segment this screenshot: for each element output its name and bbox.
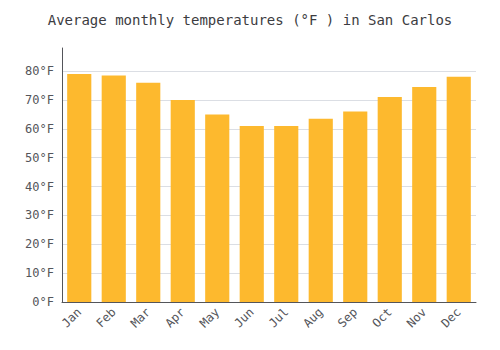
svg-text:70°F: 70°F xyxy=(25,93,54,107)
svg-text:Apr: Apr xyxy=(162,305,187,330)
svg-text:Aug: Aug xyxy=(300,305,325,330)
svg-text:Sep: Sep xyxy=(335,305,360,330)
svg-text:40°F: 40°F xyxy=(25,180,54,194)
svg-text:50°F: 50°F xyxy=(25,151,54,165)
svg-text:60°F: 60°F xyxy=(25,122,54,136)
svg-text:Jun: Jun xyxy=(231,305,256,330)
svg-text:20°F: 20°F xyxy=(25,237,54,251)
svg-text:Jan: Jan xyxy=(59,305,84,330)
svg-text:Dec: Dec xyxy=(438,305,463,330)
svg-text:0°F: 0°F xyxy=(32,295,54,309)
svg-text:Jul: Jul xyxy=(266,305,291,330)
svg-text:80°F: 80°F xyxy=(25,64,54,78)
svg-text:Feb: Feb xyxy=(93,305,118,330)
svg-text:May: May xyxy=(197,305,222,330)
svg-text:Oct: Oct xyxy=(369,305,394,330)
svg-text:Nov: Nov xyxy=(404,305,429,330)
svg-text:30°F: 30°F xyxy=(25,208,54,222)
svg-text:Average monthly temperatures (: Average monthly temperatures (°F ) in Sa… xyxy=(48,12,453,28)
svg-text:10°F: 10°F xyxy=(25,266,54,280)
svg-text:Mar: Mar xyxy=(128,305,153,330)
